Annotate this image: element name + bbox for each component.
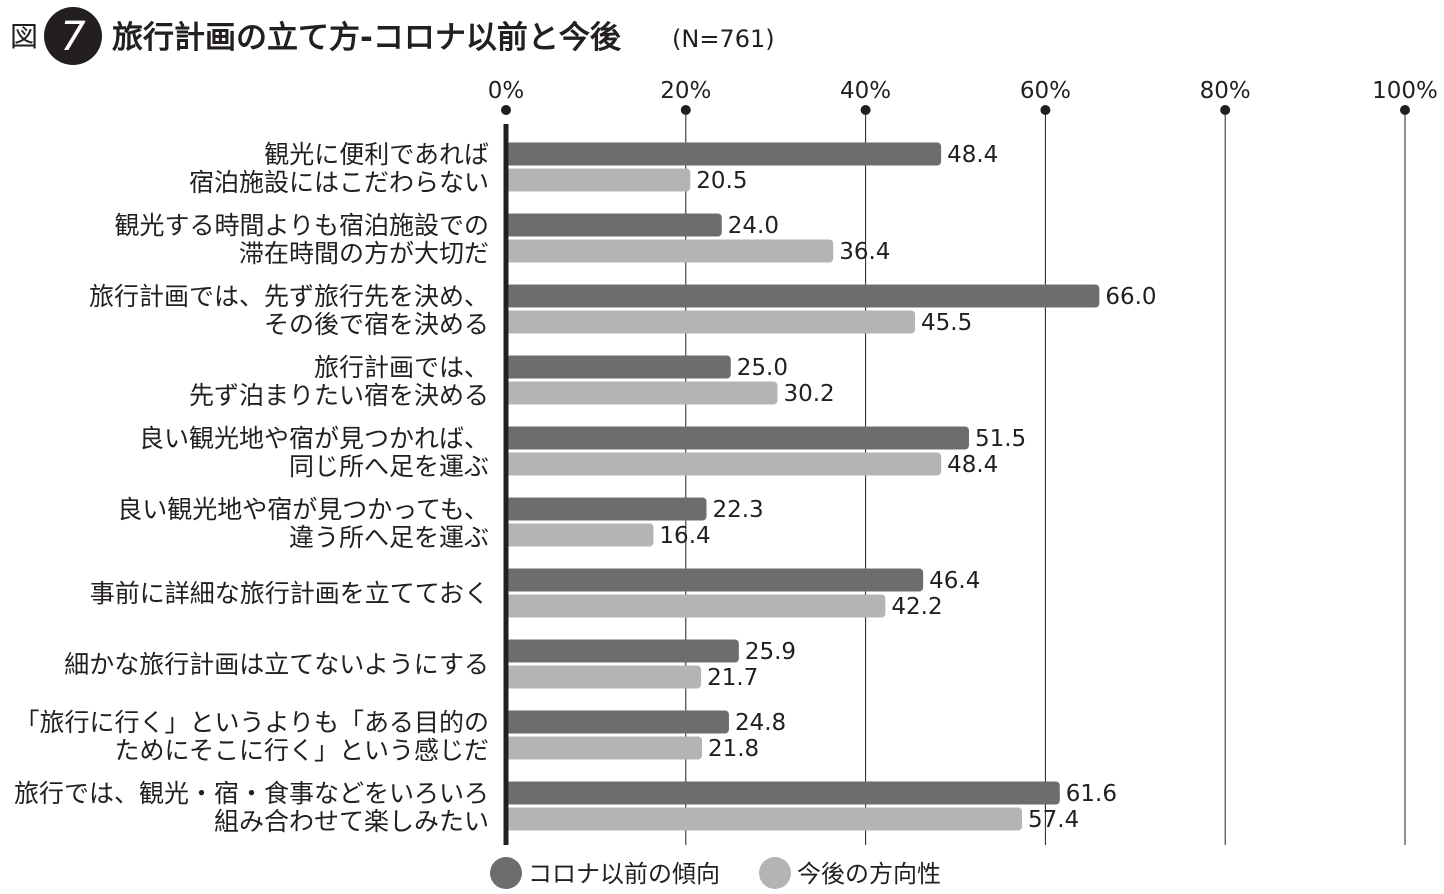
chart-header: 図 7 旅行計画の立て方-コロナ以前と今後 (N=761) [10,7,775,65]
x-tick-label: 100% [1372,78,1438,104]
tick-marker [680,105,691,115]
data-label: 48.4 [947,142,998,168]
bar-future-trend [506,239,834,263]
category-label: その後で宿を決める [264,310,489,339]
bar-future-trend [506,310,916,334]
category-label: ためにそこに行く」という感じだ [114,736,489,765]
data-label: 24.8 [735,710,786,736]
legend-label: 今後の方向性 [797,860,941,888]
category-labels: 観光に便利であれば宿泊施設にはこだわらない観光する時間よりも宿泊施設での滞在時間… [14,140,489,836]
x-axis-ticks: 0% 20% 40% 60% 80% 100% [488,78,1438,115]
bar-before-covid [506,781,1060,805]
category-label: 違う所へ足を運ぶ [289,523,489,552]
data-label: 21.8 [708,736,759,762]
category-label: 旅行では、観光・宿・食事などをいろいろ [14,779,489,808]
data-label: 45.5 [921,310,972,336]
legend-label: コロナ以前の傾向 [528,860,720,888]
x-tick-label: 40% [840,78,891,104]
x-tick-label: 80% [1200,78,1251,104]
tick-marker [1400,105,1410,115]
data-label: 46.4 [929,568,980,594]
bar-future-trend [506,594,886,618]
category-label: 良い観光地や宿が見つかっても、 [117,495,489,524]
figure-number-badge [44,7,102,65]
category-label: 良い観光地や宿が見つかれば、 [139,424,489,453]
data-label: 25.9 [745,639,796,665]
bar-before-covid [506,710,729,734]
data-label: 30.2 [783,381,834,407]
data-label: 42.2 [891,594,942,620]
data-label: 66.0 [1105,284,1156,310]
tick-marker [501,105,511,115]
category-label: 旅行計画では、先ず旅行先を決め、 [89,282,489,311]
data-label: 24.0 [728,213,779,239]
x-tick-label: 20% [660,78,711,104]
data-label: 51.5 [975,426,1026,452]
category-label: 同じ所へ足を運ぶ [289,452,489,481]
category-label: 先ず泊まりたい宿を決める [189,381,489,410]
tick-marker [860,105,871,115]
bar-future-trend [506,523,654,547]
figure-number: 7 [60,14,86,60]
legend-swatch-after [759,857,791,889]
gridlines [685,115,1406,845]
bar-before-covid [506,142,942,166]
data-label: 61.6 [1066,781,1117,807]
tick-marker [1220,105,1231,115]
x-tick-label: 60% [1020,78,1071,104]
bar-before-covid [506,426,969,450]
chart-title: 旅行計画の立て方-コロナ以前と今後 [112,20,622,56]
bar-future-trend [506,452,942,476]
bar-future-trend [506,381,778,405]
data-label: 22.3 [712,497,763,523]
category-label: 事前に詳細な旅行計画を立てておく [90,579,489,608]
tick-marker [1040,105,1051,115]
data-label: 20.5 [696,168,747,194]
data-label: 48.4 [947,452,998,478]
bar-future-trend [506,807,1023,831]
category-label: 宿泊施設にはこだわらない [189,168,489,197]
legend: コロナ以前の傾向 今後の方向性 [490,857,941,889]
category-label: 細かな旅行計画は立てないようにする [64,650,489,679]
figure-label: 図 [10,20,38,53]
data-label: 21.7 [707,665,758,691]
x-tick-label: 0% [488,78,525,104]
data-label: 57.4 [1028,807,1079,833]
bar-before-covid [506,639,739,663]
data-label: 16.4 [659,523,710,549]
bar-before-covid [506,497,707,521]
bar-before-covid [506,355,731,379]
bar-future-trend [506,736,702,760]
category-label: 旅行計画では、 [314,353,489,382]
bar-future-trend [506,168,691,192]
bar-before-covid [506,284,1100,308]
category-label: 「旅行に行く」というよりも「ある目的の [14,708,489,737]
bar-before-covid [506,213,722,237]
bar-before-covid [506,568,924,592]
data-label: 36.4 [839,239,890,265]
bars: 48.420.524.036.466.045.525.030.251.548.4… [506,142,1157,833]
category-label: 組み合わせて楽しみたい [214,807,489,836]
legend-swatch-before [490,857,522,889]
category-label: 観光する時間よりも宿泊施設での [114,211,489,240]
bar-future-trend [506,665,702,689]
category-label: 滞在時間の方が大切だ [239,239,489,268]
chart-subtitle: (N=761) [672,25,775,53]
data-label: 25.0 [737,355,788,381]
category-label: 観光に便利であれば [264,140,489,169]
